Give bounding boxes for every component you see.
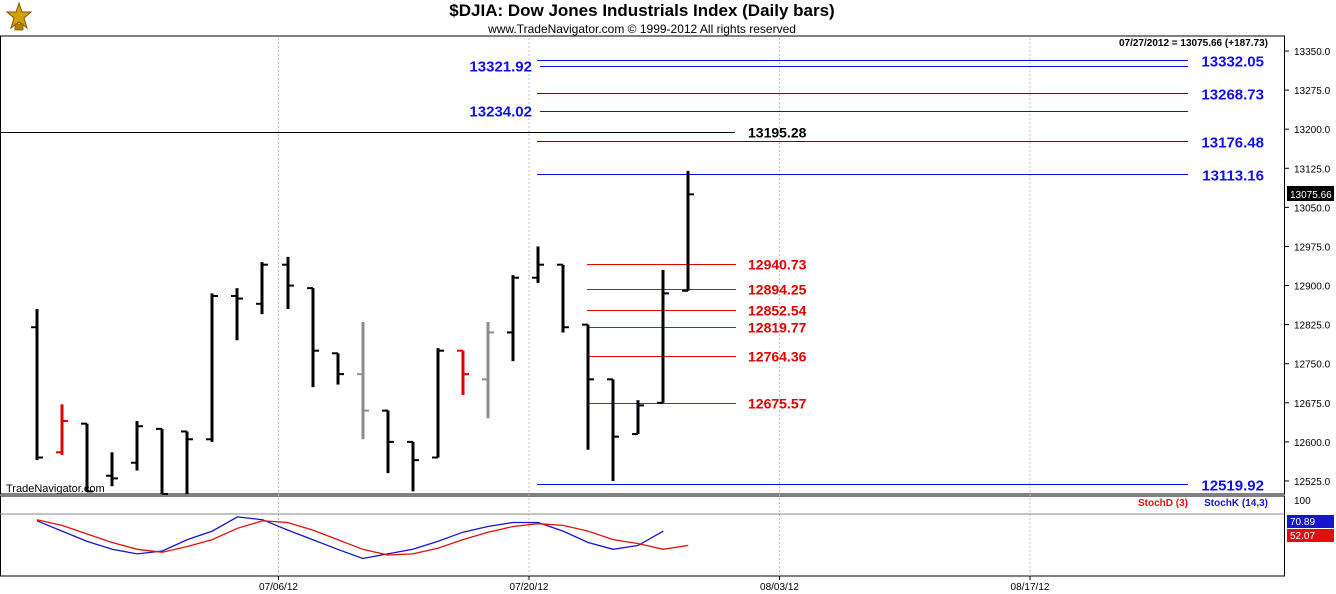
time-tick-label: 08/17/12 (1011, 582, 1050, 593)
price-tick-label: 13050.0 (1294, 203, 1331, 214)
price-tick-label: 12675.0 (1294, 399, 1331, 410)
time-tick-label: 07/06/12 (259, 582, 298, 593)
ohlc-bar (332, 352, 344, 385)
chart-title: $DJIA: Dow Jones Industrials Index (Dail… (449, 1, 835, 20)
ohlc-bar (382, 409, 394, 474)
blue-level-label: 13268.73 (1201, 87, 1264, 104)
trade-navigator-logo-icon (5, 2, 33, 31)
stoch-last-label: 52.07 (1290, 531, 1315, 542)
red-level-label: 12819.77 (748, 320, 807, 336)
ohlc-bar (607, 378, 619, 481)
price-axis[interactable]: 13350.0 13275.0 13200.0 13125.0 13050.0 12975… (1284, 47, 1334, 488)
ohlc-bar (206, 293, 218, 442)
blue-level-label: 13332.05 (1201, 54, 1264, 71)
stochk-line (36, 516, 664, 560)
last-price-box (1287, 185, 1334, 201)
ohlc-bar (632, 400, 644, 436)
ohlc-bar (106, 452, 118, 487)
black-level-label: 13195.28 (748, 125, 807, 141)
price-tick-label: 12750.0 (1294, 360, 1331, 371)
price-tick-label: 12825.0 (1294, 321, 1331, 332)
watermark-text: TradeNavigator.com (6, 483, 105, 495)
stochd-line (36, 519, 689, 556)
ohlc-bar (231, 288, 243, 341)
red-level-label: 12852.54 (748, 303, 807, 319)
info-readout: 07/27/2012 = 13075.66 (+187.73) (1119, 38, 1268, 49)
red-level-label: 12940.73 (748, 257, 807, 273)
blue-level-label: 13113.16 (1202, 168, 1264, 185)
price-tick-label: 12600.0 (1294, 438, 1331, 449)
ohlc-bar (357, 322, 369, 440)
ohlc-bar (282, 256, 294, 309)
red-level-label: 12764.36 (748, 349, 807, 365)
stoch-last-box (1287, 515, 1334, 528)
ohlc-bar (307, 287, 319, 388)
stoch-legend-k: StochK (14,3) (1204, 498, 1268, 509)
ohlc-bar (657, 269, 669, 404)
ohlc-bar (131, 421, 143, 471)
price-tick-label: 12900.0 (1294, 282, 1331, 293)
ohlc-bar (507, 275, 519, 362)
main-plot-border (0, 35, 1285, 495)
red-level-label: 12894.25 (748, 282, 807, 298)
ohlc-bar (256, 262, 268, 315)
blue-level-label: 13234.02 (469, 104, 532, 121)
last-price-label: 13075.66 (1290, 190, 1332, 201)
ohlc-bar (682, 170, 694, 292)
price-bars (31, 170, 694, 495)
time-tick-label: 07/20/12 (510, 582, 549, 593)
ohlc-bar (532, 246, 544, 283)
stoch-last-box (1287, 529, 1334, 542)
price-tick-label: 13200.0 (1294, 125, 1331, 136)
blue-level-label: 13321.92 (469, 59, 532, 76)
ohlc-bar (407, 440, 419, 492)
ohlc-bar (432, 348, 444, 459)
price-tick-label: 12525.0 (1294, 477, 1331, 488)
ohlc-bar (457, 349, 469, 395)
time-tick-label: 08/03/12 (760, 582, 799, 593)
ohlc-bar (582, 323, 594, 450)
ohlc-bar (181, 430, 193, 494)
stoch-legend-d: StochD (3) (1138, 498, 1188, 509)
stoch-plot-border (0, 495, 1285, 577)
price-tick-label: 13125.0 (1294, 164, 1331, 175)
stochastic-panel: 100 StochD (3) StochK (14,3) 70.89 52.07 (0, 496, 1334, 560)
blue-level-label: 12519.92 (1201, 478, 1264, 495)
price-tick-label: 12975.0 (1294, 242, 1331, 253)
red-level-label: 12675.57 (748, 396, 807, 412)
ohlc-bar (31, 308, 43, 461)
blue-level-label: 13176.48 (1201, 135, 1264, 152)
time-axis[interactable]: 07/06/12 07/20/12 08/03/12 08/17/12 (259, 576, 1050, 593)
ohlc-bar (156, 427, 168, 495)
ohlc-bar (56, 404, 68, 455)
ohlc-bar (557, 263, 569, 333)
stoch-last-label: 70.89 (1290, 517, 1315, 528)
ohlc-bar (81, 422, 93, 493)
time-grid (278, 38, 1031, 576)
price-tick-label: 13275.0 (1294, 86, 1331, 97)
chart-subtitle: www.TradeNavigator.com © 1999-2012 All r… (488, 22, 796, 36)
plot-frame (0, 35, 1285, 577)
price-levels: 13332.05 13321.92 13268.73 13234.02 13176.48… (0, 54, 1264, 495)
stoch-tick-label: 100 (1294, 496, 1311, 507)
price-tick-label: 13350.0 (1294, 47, 1331, 58)
ohlc-bar (482, 322, 494, 419)
